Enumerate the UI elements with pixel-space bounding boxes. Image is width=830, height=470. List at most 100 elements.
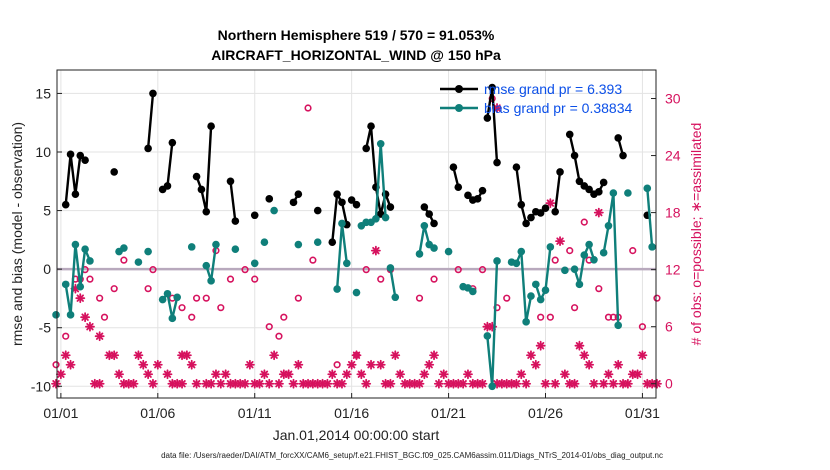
obs-assimilated-stroke [546,199,555,207]
bias-point [590,255,598,264]
rmse-point [149,89,157,98]
obs-possible-marker [188,313,196,321]
obs-assimilated-marker [390,350,401,361]
obs-assimilated-marker [51,378,61,389]
y2-tick-label: 30 [665,91,681,107]
x-tick-label: 01/01 [43,405,78,421]
y-tick-label: 5 [43,203,51,219]
obs-assimilated-stroke [377,361,385,369]
bias-point [61,280,70,289]
rmse-point [168,138,177,147]
obs-assimilated-stroke [323,380,332,388]
obs-assimilated-stroke [66,361,75,369]
obs-assimilated-marker [632,369,643,380]
obs-assimilated-marker [652,378,662,389]
bias-point [376,140,385,148]
bias-point [343,259,351,268]
obs-possible-marker [566,247,574,255]
rmse-point [599,178,608,187]
bias-point [420,222,429,230]
bias-point [624,189,632,197]
rmse-point [483,114,492,122]
bias-line-segment [389,267,397,298]
bias-point [313,238,322,246]
rmse-point [478,186,487,195]
y2-tick-label: 6 [665,319,673,335]
rmse-point [493,158,501,167]
x-tick-label: 01/31 [625,405,660,421]
obs-assimilated-marker [55,369,66,380]
obs-possible-marker [241,266,249,274]
bias-point [260,238,269,246]
rmse-point [595,188,603,196]
chart-title-line-1: Northern Hemisphere 519 / 570 = 91.053% [218,27,495,43]
obs-assimilated-marker [574,340,585,351]
obs-possible-marker [333,361,341,369]
rmse-line-segment [146,93,155,149]
obs-possible-marker [149,266,157,274]
obs-assimilated-marker [186,359,197,370]
obs-assimilated-marker [211,369,221,380]
obs-possible-marker [503,294,511,302]
obs-assimilated-stroke [289,380,298,388]
legend-rmse-label: rmse grand pr = 6.393 [484,81,622,97]
obs-possible-marker [478,266,487,274]
obs-assimilated-stroke [95,380,104,388]
rmse-point [289,198,298,207]
bias-point [493,257,501,265]
obs-assimilated-marker [293,359,304,370]
obs-assimilated-marker [356,369,367,380]
obs-assimilated-marker [322,378,333,389]
obs-assimilated-stroke [522,380,530,388]
obs-assimilated-marker [414,378,425,389]
obs-assimilated-stroke [270,351,278,359]
obs-assimilated-stroke [478,380,487,388]
obs-assimilated-marker [511,378,522,389]
bias-point [522,318,530,326]
obs-assimilated-marker [191,378,202,389]
rmse-point [163,182,172,190]
obs-assimilated-marker [569,378,580,389]
obs-assimilated-marker [75,293,86,304]
y-tick-label: 0 [43,261,51,277]
obs-assimilated-marker [555,236,565,247]
bias-point [158,295,167,304]
obs-assimilated-marker [244,359,255,370]
bias-point [134,258,143,266]
rmse-point [517,200,526,209]
obs-possible-marker [377,275,385,283]
bias-point [173,293,181,302]
obs-assimilated-stroke [624,380,632,388]
rmse-point [333,190,341,198]
obs-assimilated-marker [463,369,473,380]
obs-assimilated-stroke [217,380,225,388]
bias-point [294,240,303,249]
bias-point [333,285,341,293]
grid [57,70,656,398]
bias-point [163,289,172,298]
obs-assimilated-marker [148,378,158,389]
bias-point [580,251,589,259]
rmse-point [420,203,429,211]
obs-assimilated-marker [438,369,449,380]
obs-assimilated-marker [288,378,299,389]
obs-assimilated-stroke [129,380,138,388]
obs-assimilated-marker [162,369,173,380]
bias-point [386,264,395,272]
obs-assimilated-stroke [57,370,65,378]
obs-assimilated-stroke [294,361,303,369]
bias-point [86,257,94,265]
rmse-point [430,219,438,228]
obs-assimilated-stroke [52,380,60,388]
obs-possible-marker [304,104,312,112]
obs-possible-marker [362,266,370,274]
obs-assimilated-marker [622,378,633,389]
obs-assimilated-stroke [653,380,661,388]
bias-point [76,282,85,291]
obs-possible-marker [226,275,235,283]
obs-assimilated-marker [584,359,595,370]
rmse-point [144,144,152,153]
x-tick-label: 01/11 [238,405,272,421]
bias-point [66,311,75,319]
